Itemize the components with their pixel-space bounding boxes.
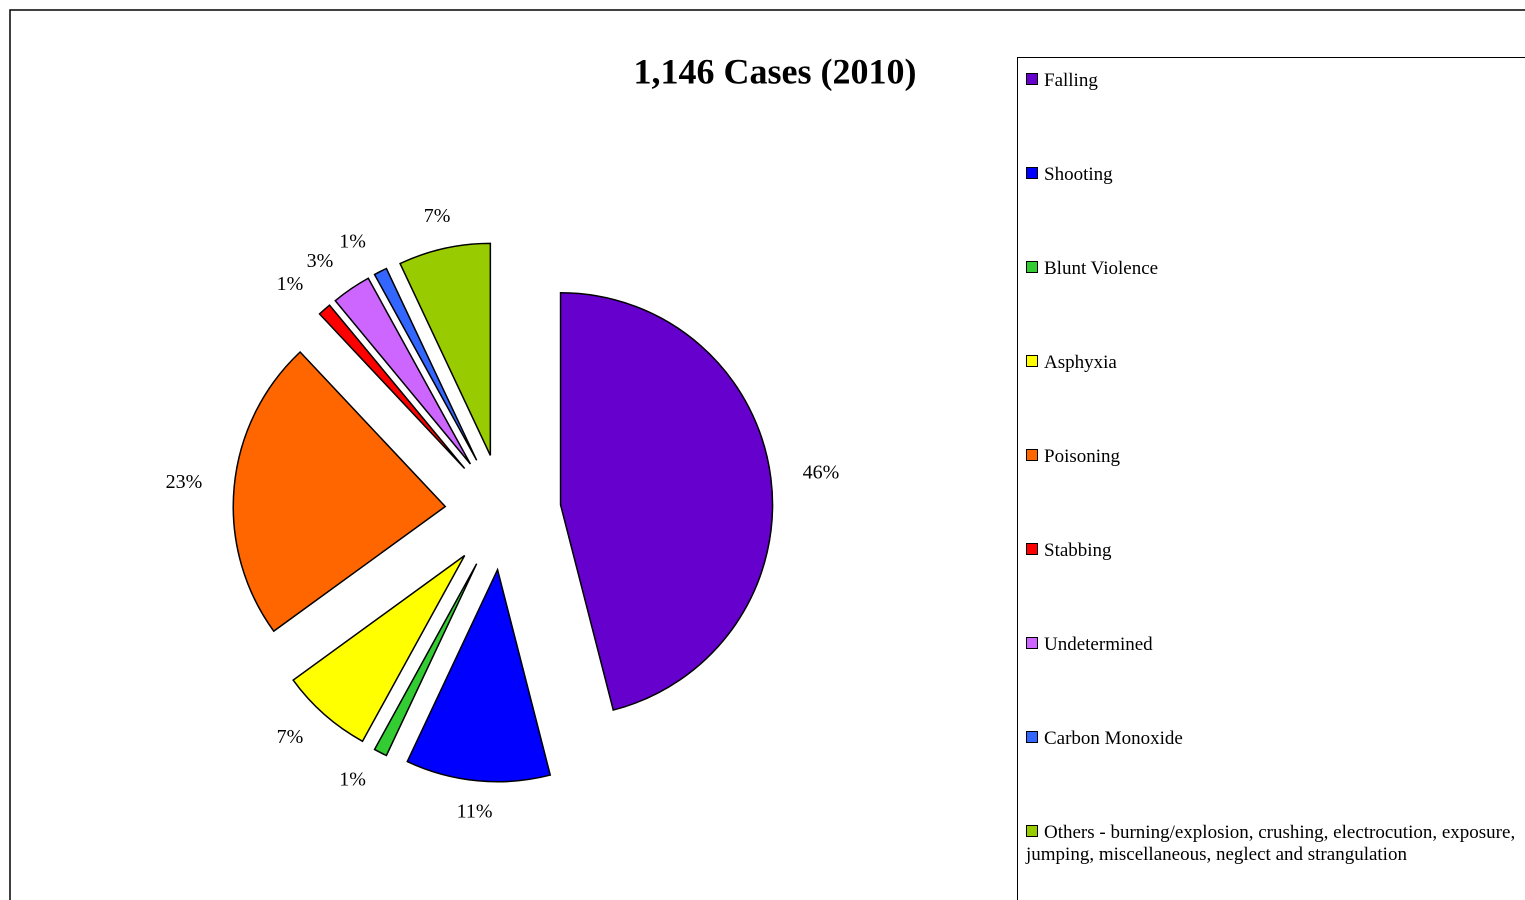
legend-entry: Asphyxia — [1026, 352, 1525, 374]
pie-slice — [292, 554, 466, 743]
legend-entry: Stabbing — [1026, 540, 1525, 562]
pie-slice — [334, 277, 472, 465]
legend-swatch — [1026, 73, 1038, 85]
data-label: 1% — [339, 231, 366, 253]
legend-swatch — [1026, 543, 1038, 555]
legend-entry: Shooting — [1026, 164, 1525, 186]
data-label: 7% — [424, 205, 451, 227]
pie-slice — [318, 304, 466, 470]
legend-label: Shooting — [1044, 164, 1113, 185]
chart-border — [9, 9, 1525, 900]
legend-entry: Others - burning/explosion, crushing, el… — [1026, 822, 1525, 866]
legend-entry: Undetermined — [1026, 634, 1525, 656]
legend-label: Asphyxia — [1044, 352, 1117, 373]
legend-swatch — [1026, 825, 1038, 837]
legend-swatch — [1026, 261, 1038, 273]
data-label: 46% — [803, 462, 840, 484]
legend-swatch — [1026, 167, 1038, 179]
pie-slice — [559, 291, 774, 711]
legend-entry: Falling — [1026, 70, 1525, 92]
legend-swatch — [1026, 731, 1038, 743]
chart-title: 1,146 Cases (2010) — [634, 51, 917, 91]
legend-entry: Blunt Violence — [1026, 258, 1525, 280]
pie-slice — [399, 242, 492, 456]
pie-slice — [406, 567, 552, 783]
legend-swatch — [1026, 637, 1038, 649]
legend-label: Blunt Violence — [1044, 258, 1159, 279]
legend-label: Others - burning/explosion, crushing, el… — [1026, 822, 1516, 865]
legend-label: Undetermined — [1044, 634, 1153, 655]
pie-slice — [373, 267, 478, 461]
legend: Falling Shooting Blunt Violence Asphyxia Poi… — [1017, 57, 1525, 900]
legend-label: Stabbing — [1044, 540, 1112, 561]
data-label: 3% — [307, 250, 334, 272]
data-label: 1% — [277, 273, 304, 295]
data-label: 11% — [457, 800, 493, 822]
data-label: 1% — [339, 769, 366, 791]
legend-entry: Poisoning — [1026, 446, 1525, 468]
legend-label: Carbon Monoxide — [1044, 728, 1183, 749]
data-label: 7% — [277, 726, 304, 748]
data-label: 23% — [166, 471, 203, 493]
legend-swatch — [1026, 449, 1038, 461]
pie-slice — [232, 350, 447, 633]
legend-entry: Carbon Monoxide — [1026, 728, 1525, 750]
legend-swatch — [1026, 355, 1038, 367]
legend-label: Falling — [1044, 70, 1098, 91]
pie-slice — [373, 563, 478, 757]
legend-label: Poisoning — [1044, 446, 1121, 467]
